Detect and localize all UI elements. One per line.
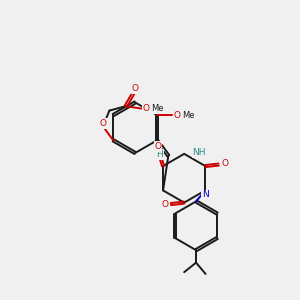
Text: N: N	[202, 190, 209, 200]
Text: O: O	[154, 142, 161, 151]
Text: H: H	[157, 150, 164, 159]
Text: Me: Me	[182, 111, 194, 120]
Text: NH: NH	[193, 148, 206, 157]
Text: Me: Me	[151, 104, 163, 113]
Text: O: O	[142, 104, 149, 113]
Text: O: O	[221, 160, 228, 169]
Text: O: O	[132, 84, 139, 93]
Text: O: O	[173, 111, 180, 120]
Text: O: O	[100, 119, 107, 128]
Text: O: O	[161, 200, 168, 209]
